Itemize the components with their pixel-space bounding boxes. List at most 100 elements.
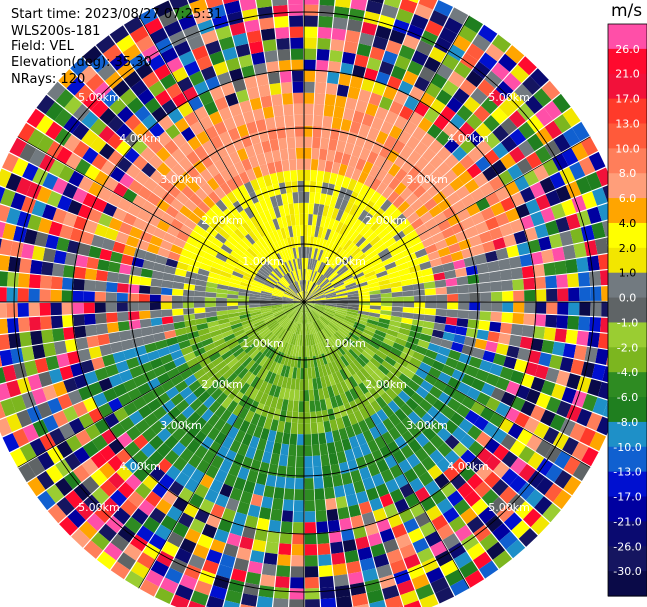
velocity-gate [283, 294, 294, 299]
velocity-gate [237, 335, 249, 344]
velocity-gate [264, 280, 276, 287]
velocity-gate [556, 315, 569, 329]
velocity-gate [359, 442, 372, 457]
velocity-gate [425, 349, 438, 360]
velocity-gate [495, 402, 511, 417]
velocity-gate [578, 156, 596, 176]
velocity-gate [304, 293, 312, 302]
velocity-gate [517, 56, 537, 76]
velocity-gate [341, 341, 351, 351]
velocity-gate [46, 190, 62, 208]
velocity-gate [513, 230, 528, 245]
velocity-gate [533, 422, 550, 439]
velocity-gate [247, 504, 261, 518]
velocity-gate [530, 405, 546, 422]
velocity-gate [201, 29, 218, 45]
velocity-gate [369, 293, 381, 299]
velocity-gate [323, 312, 334, 319]
velocity-gate [431, 360, 445, 372]
velocity-gate [526, 114, 545, 133]
velocity-gate [275, 576, 290, 589]
colorbar-segment [608, 471, 647, 498]
velocity-gate [543, 100, 562, 120]
velocity-gate [276, 216, 284, 229]
velocity-gate [348, 571, 364, 585]
velocity-gate [29, 148, 46, 167]
velocity-gate [279, 532, 292, 545]
velocity-gate [262, 314, 274, 320]
velocity-gate [226, 164, 239, 178]
velocity-gate [254, 274, 266, 282]
velocity-gate [241, 319, 253, 326]
velocity-gate [554, 470, 572, 489]
velocity-gate [459, 560, 479, 579]
velocity-gate [268, 244, 277, 256]
velocity-gate [353, 206, 364, 219]
velocity-gate [178, 487, 194, 503]
velocity-gate [492, 125, 509, 142]
velocity-gate [263, 331, 273, 341]
velocity-gate [487, 260, 500, 272]
velocity-gate [380, 306, 392, 311]
velocity-gate [127, 293, 139, 302]
velocity-gate [370, 220, 382, 232]
velocity-gate [475, 122, 492, 140]
velocity-gate [492, 353, 507, 366]
velocity-gate [150, 560, 169, 577]
velocity-gate [541, 80, 561, 100]
velocity-gate [224, 354, 236, 365]
velocity-gate [341, 415, 352, 428]
velocity-gate [312, 444, 321, 456]
velocity-gate [535, 289, 547, 302]
velocity-gate [364, 270, 376, 279]
velocity-gate [300, 269, 303, 281]
velocity-gate [320, 376, 327, 389]
velocity-gate [399, 187, 413, 201]
velocity-gate [395, 8, 414, 24]
velocity-gate [355, 278, 367, 285]
velocity-gate [61, 302, 73, 315]
velocity-gate [107, 192, 123, 207]
velocity-gate [368, 254, 381, 264]
velocity-gate [172, 315, 185, 323]
velocity-gate [255, 239, 265, 251]
colorbar-tick-label: -21.0 [613, 515, 641, 528]
velocity-gate [506, 245, 520, 258]
velocity-gate [149, 357, 164, 370]
velocity-gate [126, 425, 142, 441]
velocity-gate [394, 378, 407, 391]
velocity-gate [250, 178, 261, 192]
velocity-gate [471, 244, 485, 256]
velocity-gate [194, 187, 208, 201]
velocity-gate [155, 146, 171, 162]
velocity-gate [304, 70, 316, 82]
velocity-gate [143, 369, 157, 382]
velocity-gate [69, 227, 84, 243]
velocity-gate [442, 122, 459, 138]
velocity-gate [341, 472, 353, 486]
velocity-gate [113, 383, 128, 398]
velocity-gate [353, 324, 365, 332]
velocity-gate [369, 235, 381, 247]
velocity-gate [273, 487, 285, 500]
velocity-gate [106, 312, 118, 323]
velocity-gate [150, 278, 163, 287]
velocity-gate [341, 528, 355, 542]
range-ring-label: 3.00km [406, 419, 448, 432]
velocity-gate [149, 466, 166, 482]
range-ring-label: 3.00km [406, 173, 448, 186]
velocity-gate [160, 353, 174, 365]
velocity-gate [166, 83, 182, 99]
velocity-gate [310, 225, 316, 237]
velocity-gate [269, 231, 277, 244]
velocity-gate [173, 413, 188, 427]
velocity-gate [394, 168, 408, 182]
velocity-gate [213, 257, 226, 267]
velocity-gate [376, 181, 388, 195]
velocity-gate [308, 203, 314, 215]
velocity-gate [48, 368, 63, 384]
velocity-gate [447, 302, 459, 310]
velocity-gate [317, 226, 324, 239]
velocity-gate [220, 422, 233, 436]
velocity-gate [188, 212, 201, 225]
